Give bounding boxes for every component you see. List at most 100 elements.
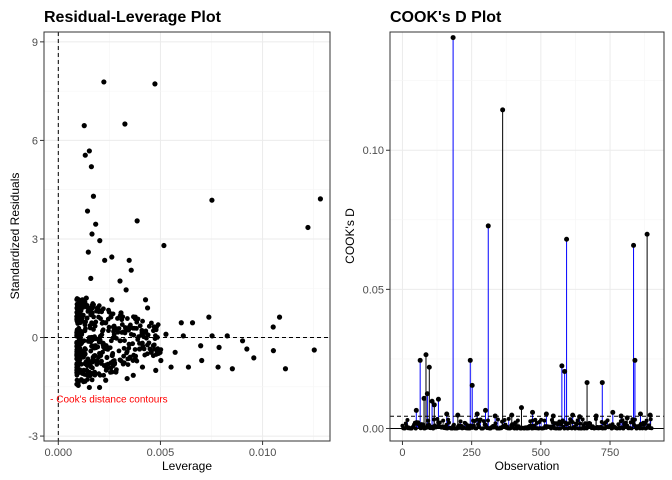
data-point [178,320,184,326]
cluster-point [151,324,157,330]
grid-lines [390,32,664,441]
cluster-point [146,323,152,329]
observation-point [550,413,556,419]
y-axis-ticks: -3 0 3 6 9 [28,37,44,443]
cluster-point [110,311,116,317]
cluster-point [83,326,88,332]
data-point [84,362,90,369]
cluster-point [122,325,128,330]
cluster-point [99,332,105,338]
cluster-point [89,305,95,311]
observation-point [566,421,571,426]
cluster-point [88,348,94,354]
observation-point [624,415,630,421]
cluster-point [106,309,112,315]
data-point [109,352,115,359]
observation-point [455,412,461,418]
data-point [92,352,98,359]
data-point [86,148,92,154]
data-point [209,333,215,339]
data-point [198,343,204,349]
cluster-point [84,315,90,321]
data-point [134,218,140,224]
observation-point [631,242,637,248]
observation-point [405,418,410,423]
cluster-point [117,357,123,363]
cluster-point [153,352,159,357]
data-point [180,333,186,339]
observation-point [467,357,473,363]
y-tick-label: 0.05 [363,284,384,296]
observation-point [640,426,645,431]
observation-point [424,391,430,397]
cluster-point [124,316,130,321]
observation-point [588,421,593,426]
cluster-point [118,338,123,344]
x-tick-label: 0 [399,447,405,459]
observation-point [427,422,432,427]
data-point [270,324,276,330]
data-point [117,278,123,284]
cluster-point [155,322,161,328]
observation-point [421,395,427,401]
observation-point [431,402,437,408]
observation-point [495,417,500,422]
data-point [185,364,192,370]
observation-point [437,420,442,425]
chart-title: COOK's D Plot [390,9,502,26]
data-point [88,164,94,170]
data-point [123,287,129,293]
data-point [317,196,323,202]
observation-point [564,236,570,242]
data-point [103,377,109,383]
cluster-point [116,348,122,354]
data-point [270,348,277,354]
cluster-point [78,308,84,314]
cluster-point [101,372,107,378]
observation-point [482,407,488,413]
data-point [90,193,97,199]
cluster-point [153,333,158,339]
observation-point [559,363,565,369]
data-point [127,354,133,360]
observation-point [573,426,578,431]
data-point [94,305,101,311]
observation-point [492,413,498,419]
x-axis-label: Leverage [162,459,212,473]
cluster-point [127,324,133,330]
cluster-point [89,377,95,383]
data-point [144,305,151,311]
x-axis-ticks: 0.000 0.005 0.010 [45,441,276,459]
data-point [163,331,169,337]
x-axis-label: Observation [495,459,560,473]
data-point [97,238,103,244]
cluster-point [130,358,136,363]
data-point [109,297,115,303]
observation-point [451,422,456,427]
observation-point [620,418,625,423]
cluster-point [87,373,93,379]
data-point [89,231,95,237]
cluster-point [103,367,109,373]
cluster-point [94,362,100,367]
observation-point [429,398,435,404]
cluster-point [110,335,116,341]
data-point [128,267,134,273]
cluster-point [86,335,92,341]
observation-point [644,418,649,423]
observation-point [623,420,628,425]
data-point [199,357,205,364]
cluster-point [143,328,149,334]
cluster-point [91,326,96,332]
cluster-point [132,347,138,352]
data-point [101,79,107,85]
observation-point [542,418,547,423]
observation-point [599,380,605,386]
data-point [276,314,283,320]
observation-point [480,426,485,431]
data-point [85,249,91,255]
cluster-point [150,343,156,349]
observation-point [474,411,480,417]
data-point [168,364,174,370]
